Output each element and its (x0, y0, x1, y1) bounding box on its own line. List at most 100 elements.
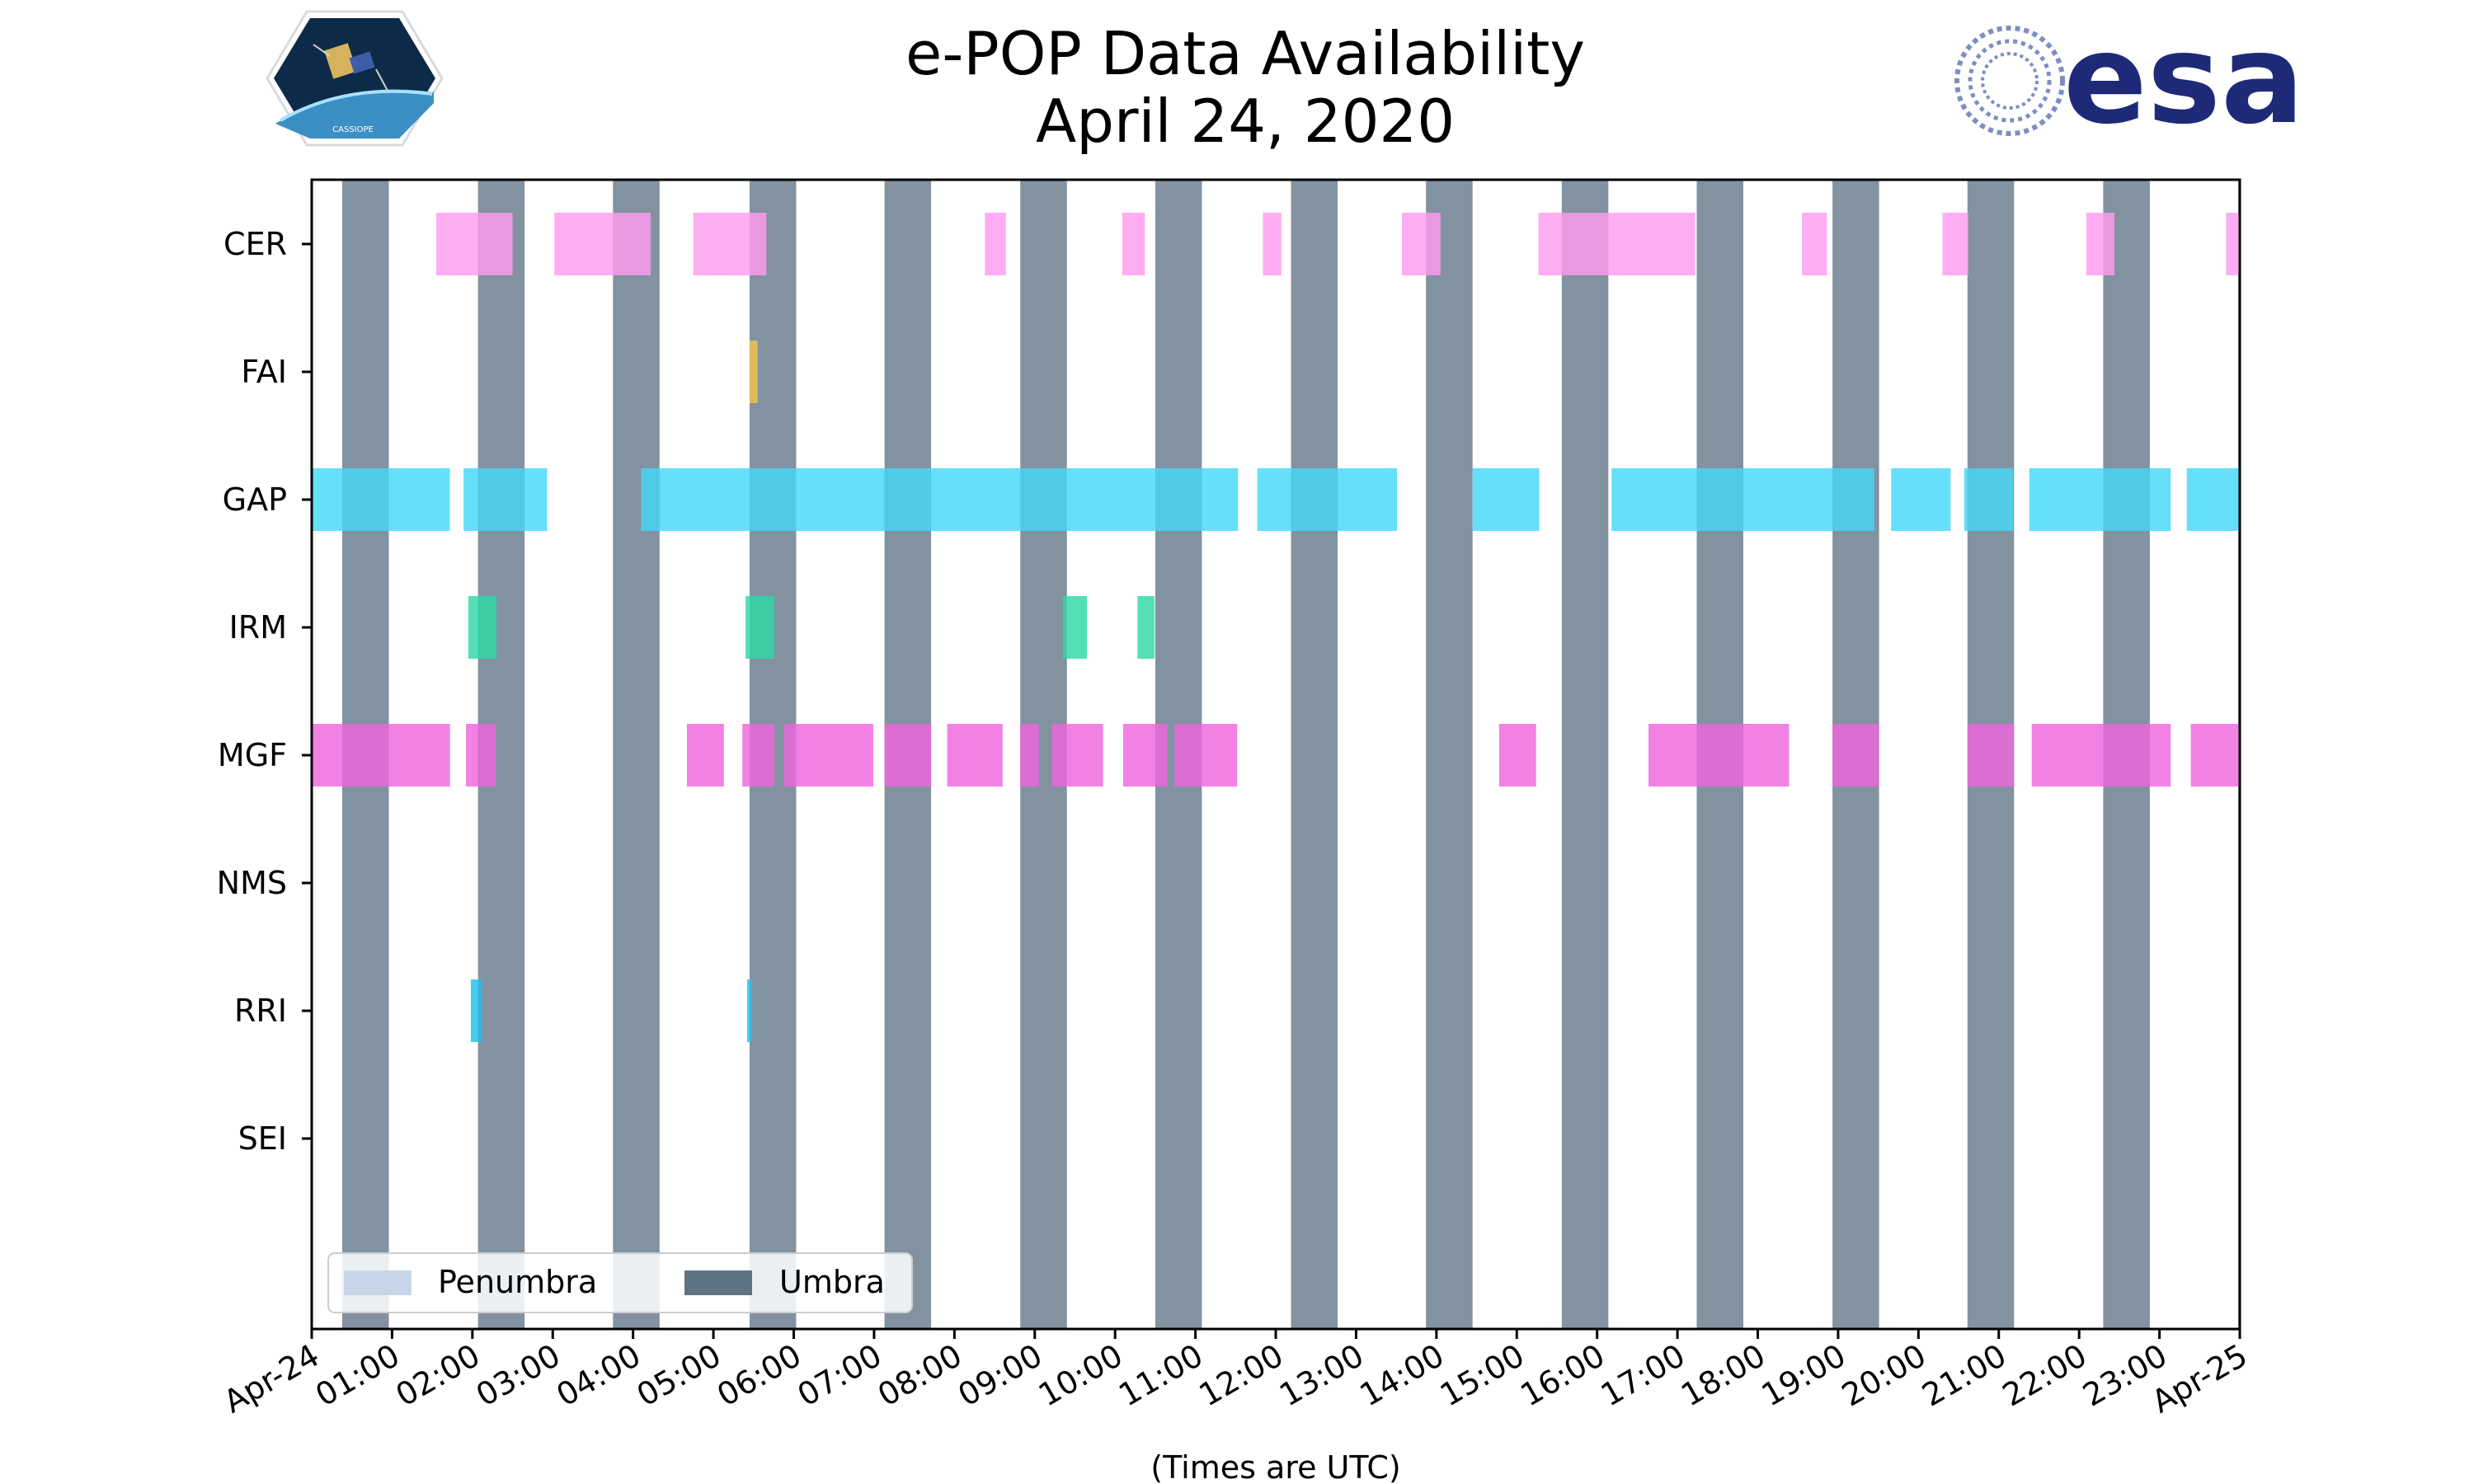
legend: Penumbra Umbra (327, 1252, 913, 1313)
plot-frame (310, 178, 2241, 1331)
bar-mgf-0 (312, 724, 450, 787)
x-tick-label-22: 22:00 (1997, 1337, 2093, 1414)
bar-mgf-8 (1051, 724, 1103, 787)
x-tick-label-13: 13:00 (1273, 1337, 1370, 1414)
chart-title-line-2: April 24, 2020 (1036, 87, 1455, 156)
bar-cer-11 (2226, 213, 2240, 275)
x-tick-label-5: 05:00 (631, 1337, 727, 1414)
chart-title-line-1: e-POP Data Availability (905, 19, 1585, 88)
bar-mgf-3 (742, 724, 775, 787)
x-tick-label-9: 09:00 (952, 1337, 1048, 1414)
legend-swatch-penumbra (344, 1270, 412, 1295)
bar-irm-0 (468, 596, 497, 659)
umbra-bands (342, 180, 2240, 1329)
bar-mgf-9 (1122, 724, 1168, 787)
x-tick-label-16: 16:00 (1514, 1337, 1611, 1414)
x-axis: Apr-2401:0002:0003:0004:0005:0006:0007:0… (218, 1329, 2254, 1420)
y-tick-label-sei: SEI (238, 1120, 287, 1157)
y-tick-label-cer: CER (223, 226, 287, 262)
bar-fai-0 (749, 340, 758, 403)
bar-mgf-16 (2190, 724, 2240, 787)
x-axis-label: (Times are UTC) (1150, 1449, 1400, 1484)
bar-irm-2 (1062, 596, 1088, 659)
umbra-band-8 (1426, 180, 1473, 1329)
bar-gap-4 (1472, 468, 1540, 531)
legend-box (327, 1252, 913, 1313)
bar-cer-7 (1538, 213, 1696, 275)
legend-swatch-umbra (684, 1270, 752, 1295)
bar-mgf-4 (783, 724, 873, 787)
x-tick-label-0: Apr-24 (218, 1337, 326, 1421)
x-tick-label-15: 15:00 (1434, 1337, 1531, 1414)
legend-label-penumbra: Penumbra (438, 1264, 597, 1300)
y-tick-label-gap: GAP (223, 481, 287, 518)
bar-mgf-11 (1498, 724, 1536, 787)
y-tick-label-rri: RRI (234, 993, 287, 1029)
x-tick-label-6: 06:00 (711, 1337, 807, 1414)
esa-logo: esa (1954, 8, 2304, 152)
bar-irm-3 (1137, 596, 1155, 659)
legend-label-umbra: Umbra (779, 1264, 885, 1300)
bar-mgf-7 (1020, 724, 1039, 787)
x-tick-label-17: 17:00 (1595, 1337, 1691, 1414)
bar-cer-4 (1122, 213, 1145, 275)
bar-mgf-1 (466, 724, 496, 787)
esa-wordmark: esa (2063, 8, 2304, 152)
bar-mgf-14 (1967, 724, 2015, 787)
bar-gap-9 (2186, 468, 2240, 531)
x-tick-label-19: 19:00 (1756, 1337, 1852, 1414)
bar-cer-10 (2086, 213, 2115, 275)
bar-cer-1 (554, 213, 651, 275)
x-tick-label-2: 02:00 (389, 1337, 486, 1414)
bar-gap-5 (1611, 468, 1874, 531)
x-tick-label-7: 07:00 (792, 1337, 888, 1414)
availability-bars (312, 213, 2240, 1042)
bar-cer-9 (1942, 213, 1968, 275)
x-tick-label-4: 04:00 (550, 1337, 647, 1414)
bar-mgf-2 (686, 724, 724, 787)
x-tick-label-3: 03:00 (470, 1337, 567, 1414)
bar-mgf-13 (1832, 724, 1879, 787)
x-tick-label-1: 01:00 (309, 1337, 406, 1414)
y-tick-label-mgf: MGF (218, 737, 287, 773)
bar-mgf-5 (884, 724, 932, 787)
x-tick-label-14: 14:00 (1353, 1337, 1450, 1414)
x-tick-label-18: 18:00 (1675, 1337, 1771, 1414)
umbra-band-9 (1561, 180, 1609, 1329)
bar-gap-0 (312, 468, 450, 531)
y-axis: CER FAI GAP IRM MGF NMS RRI SEI (217, 226, 312, 1157)
x-tick-label-8: 08:00 (872, 1337, 968, 1414)
cassiope-logo-caption: CASSIOPE (332, 125, 374, 134)
bar-cer-6 (1401, 213, 1441, 275)
bar-gap-1 (463, 468, 548, 531)
bar-gap-7 (1964, 468, 2014, 531)
bar-mgf-12 (1649, 724, 1790, 787)
umbra-band-2 (613, 180, 660, 1329)
bar-mgf-10 (1174, 724, 1238, 787)
bar-gap-8 (2029, 468, 2171, 531)
bar-mgf-15 (2031, 724, 2171, 787)
bar-cer-8 (1802, 213, 1827, 275)
x-tick-label-10: 10:00 (1032, 1337, 1129, 1414)
bar-cer-5 (1263, 213, 1282, 275)
bar-gap-2 (641, 468, 1239, 531)
cassiope-logo: CASSIOPE (266, 10, 444, 147)
umbra-band-7 (1291, 180, 1338, 1329)
x-tick-label-20: 20:00 (1836, 1337, 1932, 1414)
x-tick-label-12: 12:00 (1193, 1337, 1290, 1414)
bar-rri-1 (746, 979, 752, 1042)
y-tick-label-nms: NMS (217, 865, 287, 901)
bar-mgf-6 (947, 724, 1003, 787)
y-tick-label-fai: FAI (241, 354, 287, 390)
y-tick-label-irm: IRM (229, 609, 287, 646)
bar-gap-3 (1257, 468, 1398, 531)
bar-cer-0 (435, 213, 513, 275)
bar-gap-6 (1891, 468, 1951, 531)
x-tick-label-11: 11:00 (1112, 1337, 1209, 1414)
bar-irm-1 (745, 596, 775, 659)
bar-cer-2 (693, 213, 767, 275)
x-tick-label-21: 21:00 (1916, 1337, 2012, 1414)
bar-rri-0 (470, 979, 482, 1042)
bar-cer-3 (985, 213, 1006, 275)
